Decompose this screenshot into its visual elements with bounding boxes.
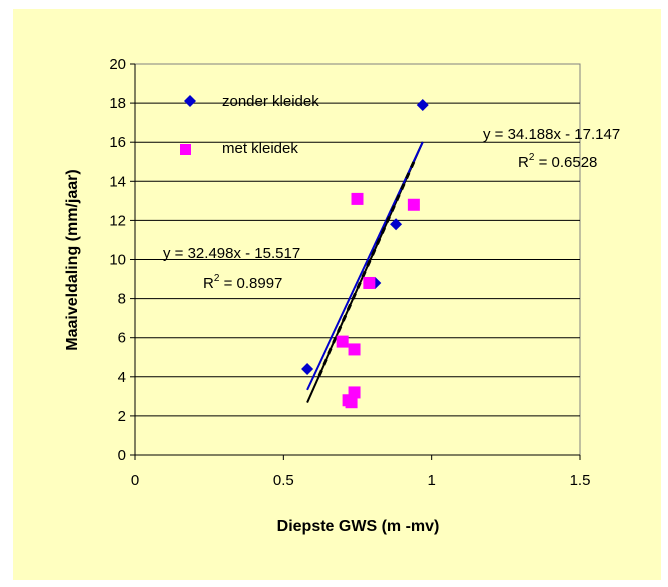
data-point-met-kleidek xyxy=(336,335,349,348)
grid xyxy=(135,102,580,417)
data-point-met-kleidek xyxy=(351,192,364,205)
legend-label-zonder-kleidek: zonder kleidek xyxy=(222,93,319,110)
data-point-met-kleidek xyxy=(345,396,358,409)
y-tick-label: 0 xyxy=(118,447,126,464)
trendline-annotation-lower: y = 32.498x - 15.517 R2 = 0.8997 xyxy=(163,245,300,292)
y-tick-label: 14 xyxy=(109,173,126,190)
trendline-zonder-kleidek xyxy=(306,141,424,391)
data-point-met-kleidek xyxy=(348,343,361,356)
legend-marker-zonder-kleidek xyxy=(184,95,196,107)
y-axis-title: Maaiveldaling (mm/jaar) xyxy=(64,169,81,350)
y-tick-label: 12 xyxy=(109,212,126,229)
legend: zonder kleidek met kleidek xyxy=(180,93,319,157)
x-axis: 0 0.5 1 1.5 xyxy=(131,454,591,489)
data-points xyxy=(301,99,429,409)
legend-label-met-kleidek: met kleidek xyxy=(222,140,298,157)
equation-upper: y = 34.188x - 17.147 xyxy=(483,126,620,143)
y-tick-label: 16 xyxy=(109,134,126,151)
x-axis-title: Diepste GWS (m -mv) xyxy=(277,518,440,535)
y-axis: 0 2 4 6 8 10 12 14 16 18 20 xyxy=(109,56,136,464)
data-point-met-kleidek xyxy=(407,198,420,211)
x-tick-label: 0 xyxy=(131,472,139,489)
data-point-zonder-kleidek xyxy=(416,99,429,112)
data-point-zonder-kleidek xyxy=(390,218,403,231)
y-tick-label: 6 xyxy=(118,330,126,347)
equation-lower: y = 32.498x - 15.517 xyxy=(163,245,300,262)
trendline-annotation-upper: y = 34.188x - 17.147 R2 = 0.6528 xyxy=(483,126,620,171)
r2-upper: R2 = 0.6528 xyxy=(518,152,597,171)
x-tick-label: 1.5 xyxy=(570,472,591,489)
y-tick-label: 10 xyxy=(109,252,126,269)
x-tick-label: 1 xyxy=(427,472,435,489)
trendlines xyxy=(306,141,424,403)
r2-lower: R2 = 0.8997 xyxy=(203,273,282,292)
data-point-zonder-kleidek xyxy=(301,362,314,375)
x-tick-label: 0.5 xyxy=(273,472,294,489)
trendline-met-kleidek-dotted xyxy=(317,161,416,377)
y-tick-label: 18 xyxy=(109,95,126,112)
legend-marker-met-kleidek xyxy=(180,144,191,155)
y-tick-label: 20 xyxy=(109,56,126,73)
data-point-met-kleidek xyxy=(363,276,376,289)
y-tick-label: 4 xyxy=(118,369,126,386)
data-point-met-kleidek xyxy=(348,386,361,399)
y-tick-label: 8 xyxy=(118,291,126,308)
y-tick-label: 2 xyxy=(118,408,126,425)
